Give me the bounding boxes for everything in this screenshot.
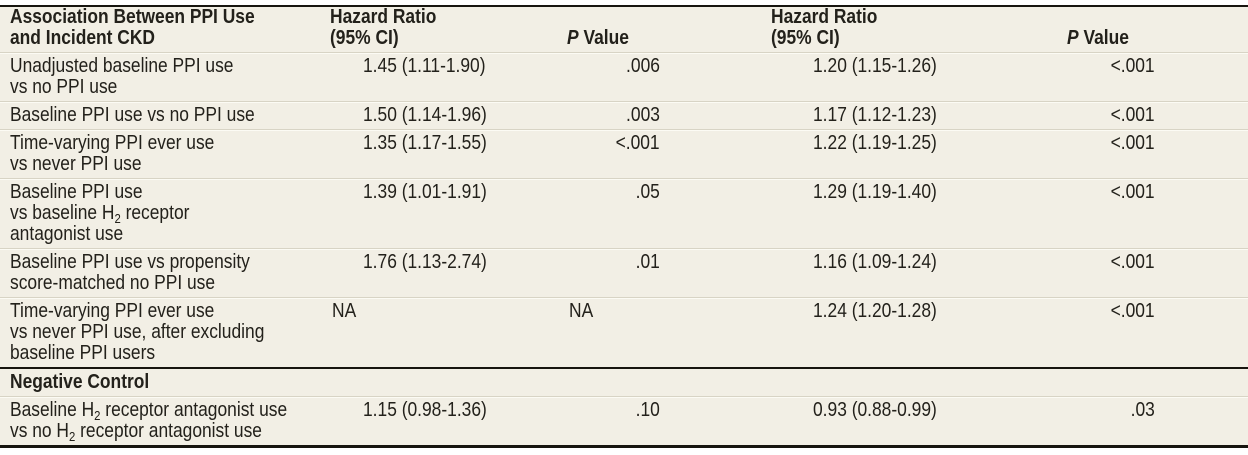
p-value: <.001: [1110, 55, 1155, 77]
hazard-ratio-cell: 1.29 (1.19-1.40): [771, 182, 1067, 203]
p-value: NA: [569, 300, 594, 322]
column-header-hazard-ratio-2: Hazard Ratio (95% CI): [771, 6, 878, 49]
row-label: Time-varying PPI ever use vs never PPI us…: [10, 300, 265, 364]
section-divider-rule: [0, 367, 1248, 369]
table-header-row: Association Between PPI Use and Incident …: [0, 7, 1248, 52]
hazard-ratio-value: 1.50 (1.14-1.96): [363, 104, 487, 126]
section-header: Negative Control: [0, 372, 330, 393]
p-value-cell: <.001: [1067, 301, 1248, 322]
hazard-ratio-value: 1.45 (1.11-1.90): [363, 55, 486, 77]
hazard-ratio-value: 1.17 (1.12-1.23): [813, 104, 937, 126]
hazard-ratio-cell: 0.93 (0.88-0.99): [771, 400, 1067, 421]
hazard-ratio-cell: 1.76 (1.13-2.74): [330, 252, 567, 273]
hazard-ratio-cell: 1.50 (1.14-1.96): [330, 105, 567, 126]
hazard-ratio-value: 1.24 (1.20-1.28): [813, 300, 937, 322]
column-header-association-ckd: Association Between PPI Use and Incident …: [10, 6, 255, 49]
p-value-cell: <.001: [1067, 252, 1248, 273]
p-value-cell: <.001: [1067, 56, 1248, 77]
section-header-label: Negative Control: [10, 371, 150, 393]
row-label: Baseline H2 receptor antagonist use vs no…: [10, 399, 288, 444]
hazard-ratio-cell: 1.39 (1.01-1.91): [330, 182, 567, 203]
hazard-ratio-value: 1.20 (1.15-1.26): [813, 55, 937, 77]
hazard-ratio-value: 1.76 (1.13-2.74): [363, 251, 487, 273]
hazard-ratio-value: 1.29 (1.19-1.40): [813, 181, 937, 203]
p-value-cell: .05: [567, 182, 771, 203]
column-header-p-value-2: P Value: [1067, 27, 1129, 49]
p-value: <.001: [1110, 300, 1155, 322]
p-value: .10: [635, 399, 660, 421]
column-header-p-value-1: P Value: [567, 27, 629, 49]
p-value-cell: .006: [567, 56, 771, 77]
hazard-ratio-value: 1.15 (0.98-1.36): [363, 399, 487, 421]
row-label: Time-varying PPI ever use vs never PPI us…: [10, 132, 215, 175]
p-value: <.001: [615, 132, 660, 154]
p-value: .006: [626, 55, 660, 77]
row-label: Baseline PPI use vs baseline H2 receptor a…: [10, 181, 190, 245]
p-value-cell: NA: [567, 301, 771, 322]
hazard-ratio-value: NA: [332, 300, 357, 322]
p-value: <.001: [1110, 104, 1155, 126]
p-value-cell: <.001: [1067, 133, 1248, 154]
hazard-ratio-cell: 1.35 (1.17-1.55): [330, 133, 567, 154]
row-label: Unadjusted baseline PPI use vs no PPI use: [10, 55, 234, 98]
p-value: <.001: [1110, 251, 1155, 273]
hazard-ratio-cell: 1.45 (1.11-1.90): [330, 56, 567, 77]
hazard-ratio-cell: 1.17 (1.12-1.23): [771, 105, 1067, 126]
table-row-baseline-vs-h2: Baseline PPI use vs baseline H2 receptor a…: [0, 178, 1248, 248]
table-row-h2-negative-control: Baseline H2 receptor antagonist use vs no…: [0, 396, 1248, 445]
table-row-baseline-vs-no-ppi: Baseline PPI use vs no PPI use 1.50 (1.1…: [0, 101, 1248, 129]
p-value: .03: [1130, 399, 1155, 421]
p-value: .01: [635, 251, 660, 273]
hazard-ratio-cell: 1.22 (1.19-1.25): [771, 133, 1067, 154]
p-value: .05: [635, 181, 660, 203]
row-label: Baseline PPI use vs propensity score-matc…: [10, 251, 250, 294]
hazard-ratio-cell: 1.20 (1.15-1.26): [771, 56, 1067, 77]
p-value: <.001: [1110, 132, 1155, 154]
p-value-cell: .10: [567, 400, 771, 421]
p-value: <.001: [1110, 181, 1155, 203]
p-value: .003: [626, 104, 660, 126]
hazard-ratio-value: 0.93 (0.88-0.99): [813, 399, 937, 421]
section-header-row: Negative Control: [0, 369, 1248, 396]
table-row-time-varying-excluding: Time-varying PPI ever use vs never PPI us…: [0, 297, 1248, 367]
hazard-ratio-value: 1.39 (1.01-1.91): [363, 181, 487, 203]
results-table: Association Between PPI Use and Incident …: [0, 5, 1248, 448]
hazard-ratio-value: 1.16 (1.09-1.24): [813, 251, 937, 273]
row-label: Baseline PPI use vs no PPI use: [10, 104, 255, 126]
table-row-propensity-matched: Baseline PPI use vs propensity score-matc…: [0, 248, 1248, 297]
p-value-cell: .03: [1067, 400, 1248, 421]
p-value-cell: <.001: [1067, 182, 1248, 203]
table-row-unadjusted-baseline: Unadjusted baseline PPI use vs no PPI use…: [0, 52, 1248, 101]
hazard-ratio-cell: NA: [330, 301, 567, 322]
hazard-ratio-cell: 1.16 (1.09-1.24): [771, 252, 1067, 273]
column-header-hazard-ratio-1: Hazard Ratio (95% CI): [330, 6, 437, 49]
p-value-cell: <.001: [1067, 105, 1248, 126]
table-row-time-varying: Time-varying PPI ever use vs never PPI us…: [0, 129, 1248, 178]
hazard-ratio-cell: 1.15 (0.98-1.36): [330, 400, 567, 421]
p-value-cell: .003: [567, 105, 771, 126]
hazard-ratio-value: 1.22 (1.19-1.25): [813, 132, 937, 154]
p-value-cell: <.001: [567, 133, 771, 154]
hazard-ratio-value: 1.35 (1.17-1.55): [363, 132, 487, 154]
p-value-cell: .01: [567, 252, 771, 273]
hazard-ratio-cell: 1.24 (1.20-1.28): [771, 301, 1067, 322]
